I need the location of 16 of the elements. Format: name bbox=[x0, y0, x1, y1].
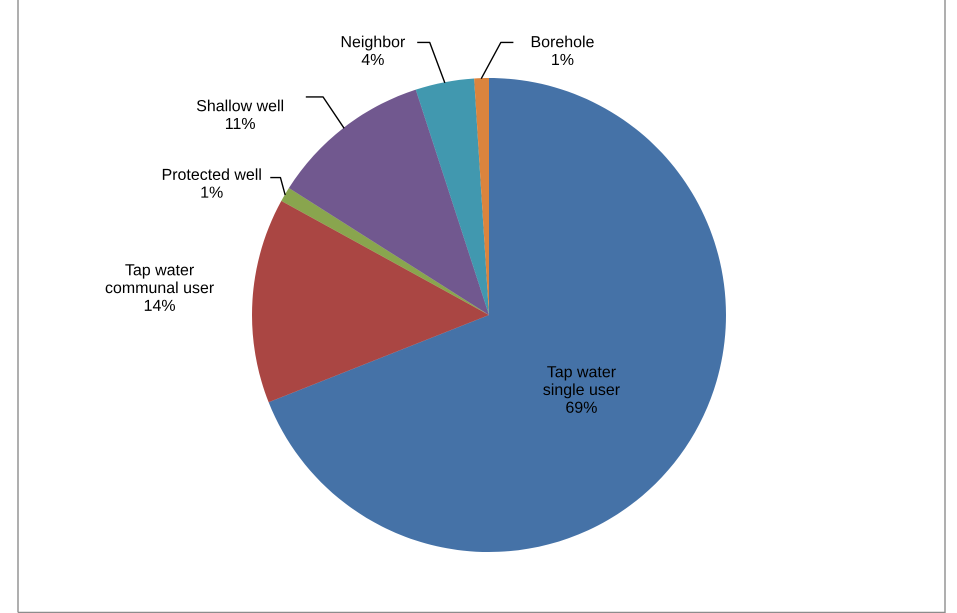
pie-slice bbox=[288, 90, 489, 315]
slice-label: Neighbor bbox=[342, 36, 406, 50]
data-label: 1% bbox=[201, 186, 223, 198]
slice-label: Borehole bbox=[532, 36, 594, 48]
slice-label: Tap water single user bbox=[543, 366, 620, 398]
slice-label: Shallow well bbox=[196, 100, 284, 112]
pie-slice bbox=[252, 200, 489, 402]
data-label: 4% bbox=[362, 54, 384, 66]
pie-slice bbox=[416, 78, 489, 315]
pie-slice bbox=[281, 188, 489, 315]
data-label: 1% bbox=[552, 54, 574, 66]
data-label: 14% bbox=[144, 300, 175, 311]
data-label: 11% bbox=[226, 118, 255, 130]
slice-label: Tap water communal user bbox=[106, 264, 214, 294]
data-label: 69% bbox=[566, 402, 597, 413]
slice-label: Protected well bbox=[162, 168, 261, 180]
